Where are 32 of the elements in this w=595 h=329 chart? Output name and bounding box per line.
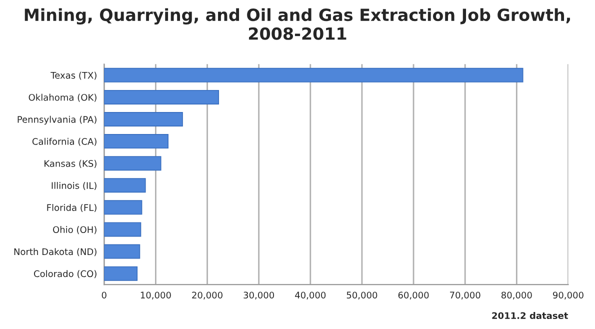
x-tick-label: 40,000: [295, 292, 326, 300]
bar: [104, 222, 142, 237]
x-tick-label: 20,000: [192, 292, 222, 300]
bar: [104, 200, 142, 215]
y-tick-label: Illinois (IL): [52, 182, 96, 190]
x-tick-label: 50,000: [346, 292, 378, 300]
bar: [104, 178, 146, 193]
y-tick-label: Ohio (OH): [53, 226, 96, 234]
bar: [104, 134, 168, 149]
x-tick-label: 80,000: [501, 292, 532, 300]
y-tick-label: Kansas (KS): [44, 160, 96, 168]
x-tick-label: 10,000: [140, 292, 171, 300]
bar: [104, 68, 524, 82]
y-tick-label: California (CA): [32, 138, 96, 146]
x-tick-label: 0: [102, 292, 106, 299]
y-tick-label: Texas (TX): [50, 72, 96, 80]
text: 2011.2 dataset: [492, 312, 568, 320]
x-tick-label: 30,000: [244, 292, 274, 300]
x-tick-label: 70,000: [450, 292, 480, 300]
bar: [104, 156, 162, 171]
y-tick-label: Florida (FL): [47, 204, 96, 212]
y-tick-label: Pennsylvania (PA): [18, 116, 96, 125]
x-tick-label: 90,000: [553, 292, 584, 300]
bar: [104, 266, 138, 281]
x-tick-label: 60,000: [398, 292, 429, 300]
bar: [104, 90, 220, 104]
bar: [104, 112, 183, 127]
y-tick-label: North Dakota (ND): [14, 248, 96, 256]
bar: [104, 244, 140, 259]
y-tick-label: Colorado (CO): [34, 270, 96, 278]
y-tick-label: Oklahoma (OK): [28, 94, 96, 102]
chart-title: Mining, Quarrying, and Oil and Gas Extraction Job Growth, 2008-2011: [24, 8, 570, 40]
